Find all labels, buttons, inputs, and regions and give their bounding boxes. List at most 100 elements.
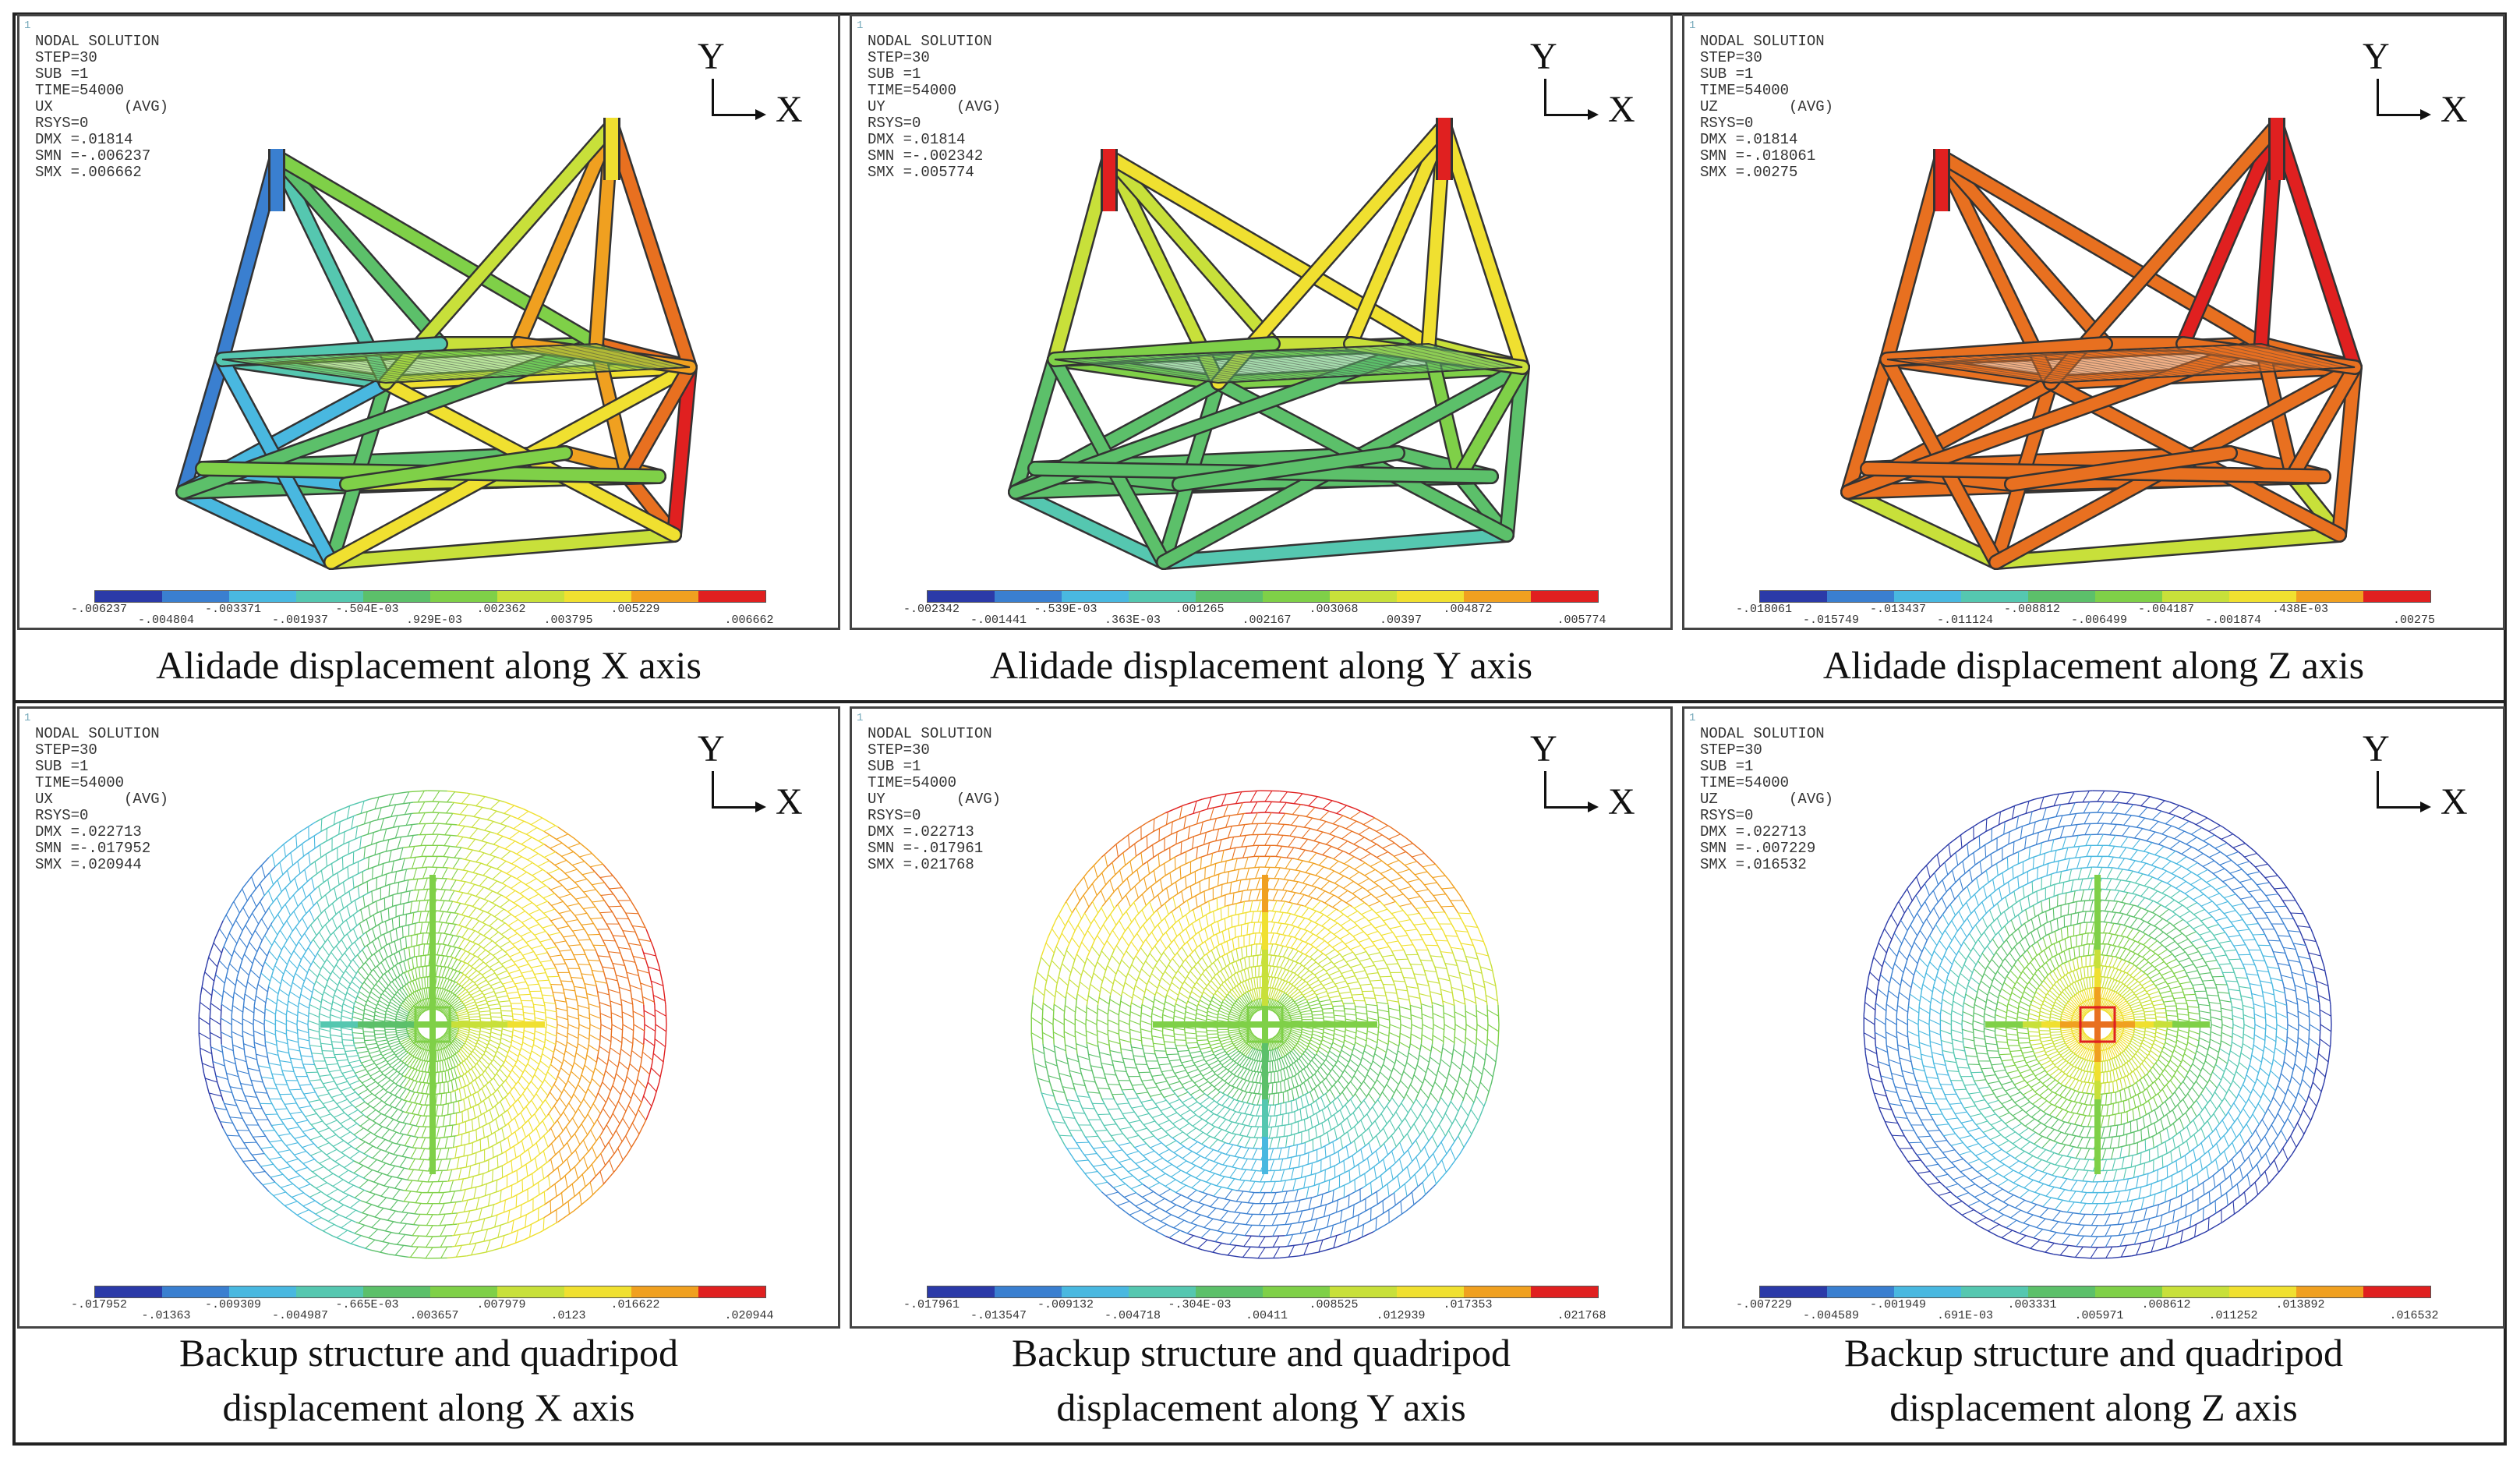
legend-tick-label: -.013547 [970,1309,1027,1322]
info-line: SMN =-.018061 [1700,147,1816,165]
x-axis-label: X [776,89,803,130]
x-axis-label: X [2440,781,2468,823]
legend-ticks: -.002342 -.539E-03 .001265 .003068 .004872 -.… [903,603,1606,628]
truss-member [1158,529,1513,568]
truss-member [1345,119,1451,350]
nodal-solution-info: NODAL SOLUTION STEP=30 SUB =1 TIME=54000 UX … [35,34,168,181]
backup-structure-model [1030,790,1500,1259]
legend-ticks: -.007229 -.001949 .003331 .008612 .013892 -.0… [1736,1298,2439,1325]
legend-tick-label: -.009132 [1037,1298,1094,1311]
legend-tick-label: .005774 [1557,614,1606,627]
legend-band [430,591,497,602]
x-axis-arrow [2420,802,2431,812]
legend-tick-label: .003068 [1309,603,1359,616]
quadripod-hub [2079,1006,2116,1043]
legend-tick-label: -.006237 [70,603,128,616]
legend-tick-label: .005971 [2074,1309,2124,1322]
legend-band [995,591,1062,602]
legend-tick-label: -.004987 [271,1309,329,1322]
info-line: STEP=30 [35,741,97,759]
legend-tick-label: .003331 [2007,1298,2057,1311]
y-axis-line [2377,771,2379,809]
legend-tick-label: -.006499 [2070,614,2128,627]
legend-band [2363,1286,2430,1297]
truss-member [1500,361,1529,541]
legend-tick-label: .004872 [1443,603,1493,616]
truss-member [1048,150,1115,366]
quadripod-hub [414,1006,451,1043]
quadripod-hub [1246,1006,1284,1043]
truss-member [216,150,283,366]
legend-tick-label: .016622 [610,1298,660,1311]
legend-tick-label: .00397 [1379,614,1423,627]
legend-tick-label: .007979 [476,1298,526,1311]
legend-ticks: -.017961 -.009132 -.304E-03 .008525 .017353 -… [903,1298,1606,1325]
legend-band [564,1286,631,1297]
truss-member [1009,353,1061,498]
y-axis-line [712,79,714,116]
truss-member [512,119,618,350]
legend-tick-label: .00275 [2392,614,2436,627]
legend-band [497,1286,564,1297]
legend-tick-label: -.018061 [1735,603,1793,616]
truss-member [1935,150,2112,350]
legend-tick-label: .0123 [550,1309,586,1322]
window-number: 1 [24,712,31,724]
axis-triad: Y X [1530,731,1639,824]
legend-tick-label: -.015749 [1802,614,1860,627]
result-plot-panel: 1 NODAL SOLUTION STEP=30 SUB =1 TIME=54000 UZ… [1682,14,2505,630]
x-axis-line [1544,114,1591,116]
backup-structure-mesh [1863,790,2332,1259]
truss-member [2177,119,2283,350]
info-line: SMN =-.006237 [35,147,151,165]
legend-tick-label: .017353 [1443,1298,1493,1311]
legend-tick-label: -.004589 [1802,1309,1860,1322]
legend-band [363,1286,430,1297]
legend-band [631,591,698,602]
truss-member [177,486,338,568]
truss-member [1990,529,2345,568]
alidade-model [1008,118,1530,570]
legend-band [631,1286,698,1297]
legend-band [1397,1286,1464,1297]
window-number: 1 [857,712,864,724]
info-line: NODAL SOLUTION [35,33,160,50]
legend-tick-label: .006662 [724,614,774,627]
info-line: SUB =1 [35,758,89,775]
legend-band [698,1286,765,1297]
truss-member [325,529,680,568]
legend-band [2229,591,2296,602]
legend-band [1961,591,2028,602]
legend-tick-label: -.002342 [903,603,960,616]
legend-tick-label: -.001874 [2204,614,2262,627]
info-line: UZ (AVG) [1700,791,1834,808]
legend-band [95,1286,162,1297]
info-line: DMX =.01814 [1700,131,1798,148]
truss-member [177,353,228,498]
y-axis-line [1544,771,1546,809]
truss-member [1935,150,2267,350]
info-line: UX (AVG) [35,791,169,808]
x-axis-line [1544,806,1591,809]
legend-tick-label: -.539E-03 [1034,603,1097,616]
legend-band [2028,591,2095,602]
nodal-solution-info: NODAL SOLUTION STEP=30 SUB =1 TIME=54000 UZ … [1700,34,1833,181]
legend-tick-label: .008525 [1309,1298,1359,1311]
legend-tick-label: -.001441 [970,614,1027,627]
truss-member [1842,486,2002,568]
legend-tick-label: .005229 [610,603,660,616]
info-line: SMN =-.002342 [868,147,984,165]
legend-tick-label: .011252 [2208,1309,2258,1322]
legend-tick-label: .021768 [1557,1309,1606,1322]
info-line: SUB =1 [35,65,89,83]
info-line: SMN =-.017952 [35,840,151,857]
info-line: SMN =-.017961 [868,840,984,857]
x-axis-label: X [2440,89,2468,130]
legend-band [1330,591,1397,602]
x-axis-arrow [1588,802,1599,812]
info-line: TIME=54000 [35,82,125,99]
legend-tick-label: -.009309 [204,1298,262,1311]
window-number: 1 [24,19,31,32]
legend-tick-label: .001265 [1175,603,1225,616]
info-line: RSYS=0 [1700,115,1754,132]
